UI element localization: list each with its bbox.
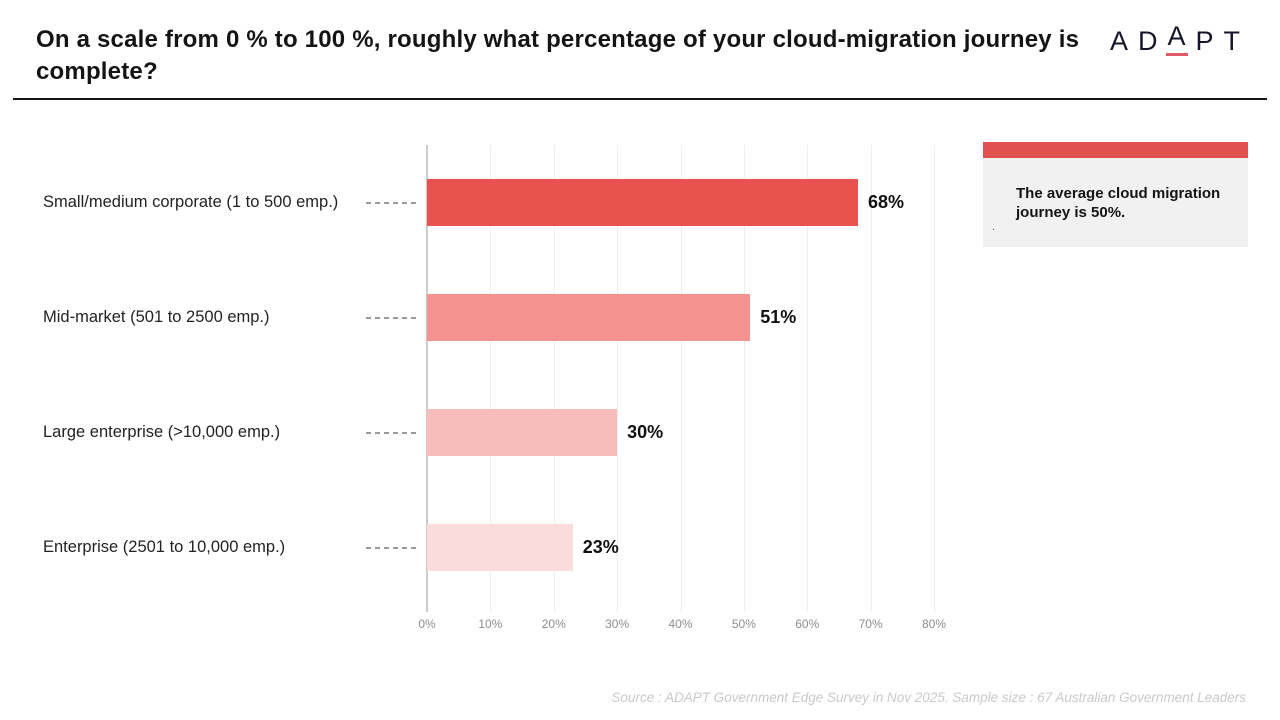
source-note: Source : ADAPT Government Edge Survey in… [611, 690, 1246, 705]
gridline [680, 145, 682, 612]
x-tick-label: 70% [858, 617, 883, 631]
bar [427, 409, 618, 456]
bar [427, 294, 751, 341]
category-label-area: Small/medium corporate (1 to 500 emp.) [0, 193, 427, 212]
category-label-area: Enterprise (2501 to 10,000 emp.) [0, 538, 427, 557]
grid-layer: 0% 10% 20% 30% 40% 50% 60% 70% 80% [418, 145, 987, 645]
value-label: 30% [627, 422, 664, 442]
leader-dashes [366, 201, 418, 204]
gridline [870, 145, 872, 612]
average-callout: . The average cloud migration journey is… [983, 142, 1248, 247]
bar-row: Small/medium corporate (1 to 500 emp.) 6… [0, 145, 1000, 260]
value-label: 23% [582, 537, 619, 557]
x-tick-label: 10% [478, 617, 503, 631]
gridline [553, 145, 555, 612]
gridline [934, 145, 935, 612]
bar-rows: Small/medium corporate (1 to 500 emp.) 6… [0, 145, 1000, 605]
header-divider [13, 98, 1267, 100]
stray-period-mark: . [992, 221, 996, 233]
bar-row: Mid-market (501 to 2500 emp.) 51% [0, 260, 1000, 375]
adapt-logo: A D A P T [1106, 21, 1246, 57]
x-tick-label: 30% [605, 617, 630, 631]
gridline [490, 145, 492, 612]
page-title: On a scale from 0 % to 100 %, roughly wh… [36, 26, 1080, 85]
gridline [807, 145, 809, 612]
category-label-area: Large enterprise (>10,000 emp.) [0, 423, 427, 442]
logo-letter: T [1223, 26, 1242, 56]
x-tick-label: 40% [668, 617, 693, 631]
bar-row: Large enterprise (>10,000 emp.) 30% [0, 375, 1000, 490]
x-tick-label: 0% [418, 617, 436, 631]
category-label-area: Mid-market (501 to 2500 emp.) [0, 308, 427, 327]
category-label: Enterprise (2501 to 10,000 emp.) [43, 538, 286, 556]
value-label: 68% [867, 192, 904, 212]
category-label: Mid-market (501 to 2500 emp.) [43, 308, 270, 326]
gridline [743, 145, 745, 612]
leader-dashes [366, 431, 418, 434]
category-label: Large enterprise (>10,000 emp.) [43, 423, 281, 441]
category-label: Small/medium corporate (1 to 500 emp.) [43, 193, 339, 211]
leader-dashes [366, 546, 418, 549]
bar-row: Enterprise (2501 to 10,000 emp.) 23% [0, 490, 1000, 605]
x-tick-label: 60% [795, 617, 820, 631]
callout-body: . The average cloud migration journey is… [983, 158, 1248, 247]
x-tick-label: 20% [541, 617, 566, 631]
leader-dashes [366, 316, 418, 319]
logo-letter: D [1137, 26, 1160, 56]
bar [427, 524, 573, 571]
callout-text: The average cloud migration journey is 5… [1016, 184, 1221, 221]
gridline [617, 145, 619, 612]
x-tick-label: 80% [921, 617, 947, 631]
y-axis-line [426, 145, 428, 612]
logo-letter: A [1109, 26, 1130, 56]
bar [427, 179, 858, 226]
value-label: 51% [760, 307, 797, 327]
callout-accent-bar [983, 142, 1248, 158]
x-tick-label: 50% [731, 617, 756, 631]
logo-letter: P [1195, 26, 1216, 56]
logo-letter-accent: A [1166, 21, 1189, 56]
bar-chart: 0% 10% 20% 30% 40% 50% 60% 70% 80% Small/medium … [0, 145, 1280, 665]
